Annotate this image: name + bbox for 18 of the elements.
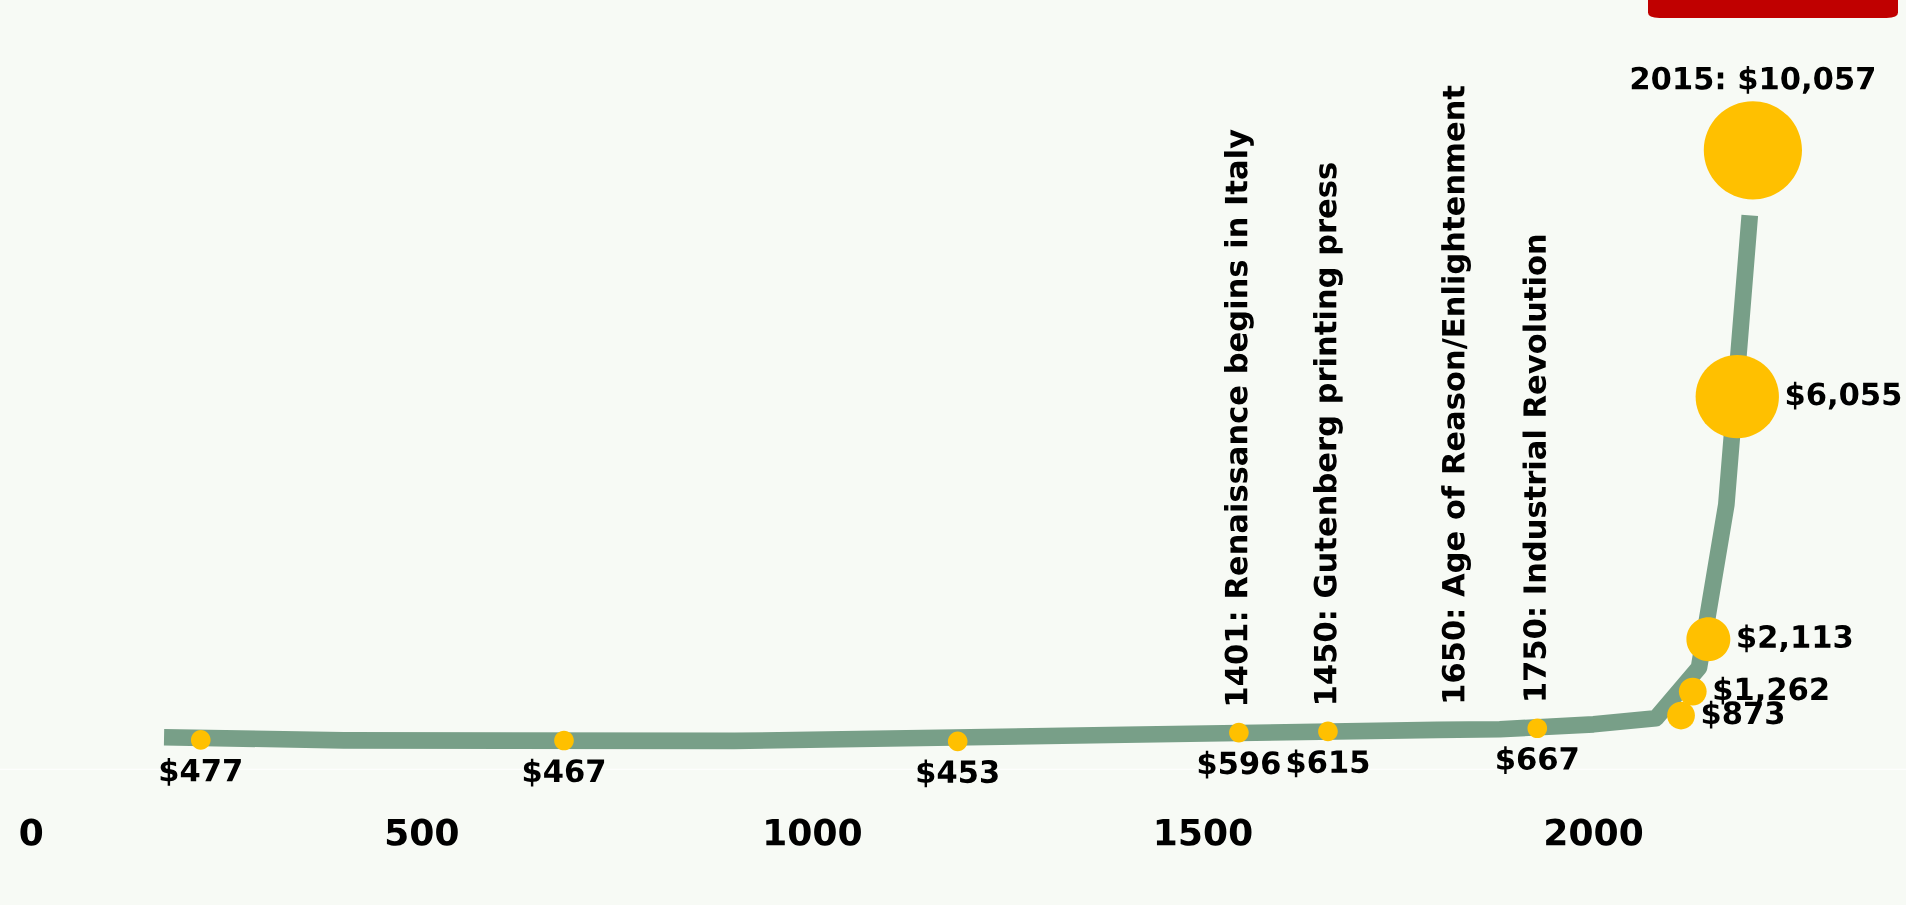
x-tick-label: 0 <box>20 818 43 846</box>
data-label: $477 <box>160 758 241 786</box>
data-label: $667 <box>1497 746 1578 775</box>
data-label: $453 <box>917 759 998 788</box>
annotation: 1650: Age of Reason/Enlightenment <box>1441 85 1471 702</box>
x-tick-label: 500 <box>386 818 458 846</box>
x-tick-label: 2000 <box>1546 818 1643 846</box>
data-label: $2,113 <box>1738 624 1852 653</box>
data-label: $6,055 <box>1786 381 1901 410</box>
annotation: 1750: Industrial Revolution <box>1522 235 1547 700</box>
data-label: $596 <box>1198 750 1280 779</box>
data-label: $467 <box>523 758 605 787</box>
x-tick-label: 1500 <box>1156 818 1252 846</box>
data-label: 2015: $10,057 <box>1631 66 1874 94</box>
annotation: 1401: Renaissance begins in Italy <box>1223 129 1254 705</box>
x-tick-label: 1000 <box>766 818 861 846</box>
annotation: 1450: Gutenberg printing press <box>1313 163 1343 703</box>
data-label: $615 <box>1287 749 1369 778</box>
